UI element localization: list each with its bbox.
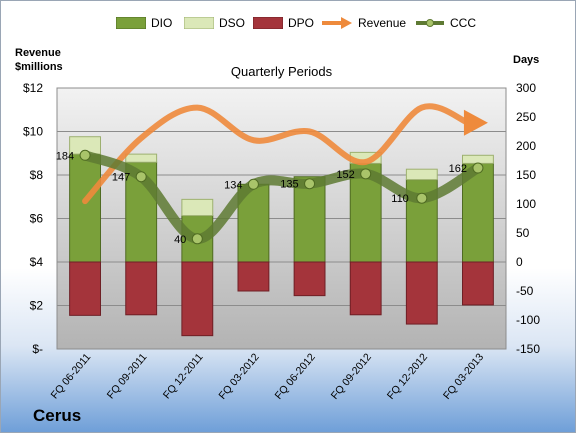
right-tick-label: -50 <box>516 284 534 298</box>
bar-dso <box>125 153 158 163</box>
bar-dpo <box>405 261 438 325</box>
legend-revenue: Revenue <box>321 15 406 31</box>
right-axis-title: Days <box>513 54 540 66</box>
right-tick-label: 100 <box>516 197 536 211</box>
bar-dpo <box>293 261 326 297</box>
ccc-point <box>416 192 428 204</box>
legend-swatch-dso <box>184 17 214 29</box>
company-name: Cerus <box>33 406 82 425</box>
category-label: FQ 09-2012 <box>329 351 374 402</box>
bar-dio <box>293 176 326 263</box>
revenue-line <box>82 103 471 205</box>
legend-ccc: CCC <box>415 15 476 31</box>
ccc-point <box>79 149 91 161</box>
bar-dio <box>69 153 101 263</box>
category-label: FQ 09-2011 <box>105 351 150 401</box>
category-label: FQ 06-2011 <box>49 351 94 401</box>
right-tick-label: 300 <box>516 81 536 95</box>
left-tick-label: $2 <box>30 299 44 313</box>
right-tick-label: -100 <box>516 313 540 327</box>
category-label: FQ 03-2013 <box>441 351 486 402</box>
right-tick-label: 200 <box>516 139 536 153</box>
legend-swatch-revenue <box>322 17 352 29</box>
bar-dpo <box>462 261 494 306</box>
bar-dpo <box>349 261 382 316</box>
ccc-point <box>247 178 259 190</box>
left-tick-label: $- <box>32 342 43 356</box>
right-tick-label: 50 <box>516 226 530 240</box>
category-label: FQ 03-2012 <box>217 351 262 402</box>
ccc-data-label: 152 <box>336 169 354 181</box>
bar-dpo <box>237 261 270 292</box>
ccc-point <box>472 162 484 174</box>
legend-swatch-dpo <box>253 17 283 29</box>
revenue-arrowhead <box>463 109 488 136</box>
ccc-data-label: 184 <box>56 150 74 162</box>
ccc-data-label: 134 <box>224 179 242 191</box>
bar-dso <box>462 154 494 164</box>
ccc-point <box>191 233 203 245</box>
bar-dso <box>405 168 438 181</box>
bar-dpo <box>181 261 214 337</box>
left-tick-label: $10 <box>23 125 43 139</box>
legend-swatch-ccc <box>416 19 444 27</box>
left-tick-label: $6 <box>30 212 44 226</box>
right-tick-label: -150 <box>516 342 540 356</box>
right-tick-label: 0 <box>516 255 523 269</box>
left-tick-label: $12 <box>23 81 43 95</box>
legend-label-ccc: CCC <box>450 16 476 30</box>
bar-dpo <box>125 261 158 316</box>
left-tick-label: $8 <box>30 168 44 182</box>
bar-dso <box>181 198 214 217</box>
legend-dso: DSO <box>184 15 245 31</box>
ccc-point <box>360 168 372 180</box>
category-label: FQ 12-2011 <box>161 351 206 401</box>
left-tick-label: $4 <box>30 255 44 269</box>
left-axis-title: Revenue $millions <box>15 47 63 73</box>
ccc-data-label: 110 <box>391 193 409 205</box>
legend-dio: DIO <box>116 15 172 31</box>
legend-label-dpo: DPO <box>288 16 315 30</box>
legend-swatch-dio <box>116 17 146 29</box>
legend-label-dio: DIO <box>151 16 173 30</box>
legend-dpo: DPO <box>253 15 314 31</box>
legend-label-dso: DSO <box>219 16 246 30</box>
category-label: FQ 12-2012 <box>385 351 430 402</box>
ccc-data-label: 162 <box>449 163 467 175</box>
right-tick-label: 150 <box>516 168 536 182</box>
chart-title: Quarterly Periods <box>231 64 333 79</box>
ccc-data-label: 135 <box>280 179 298 191</box>
category-label: FQ 06-2012 <box>273 351 318 402</box>
ccc-data-label: 40 <box>174 234 186 246</box>
bar-dpo <box>69 261 101 316</box>
ccc-data-label: 147 <box>112 172 130 184</box>
legend-label-revenue: Revenue <box>358 16 407 30</box>
right-tick-label: 250 <box>516 110 536 124</box>
ccc-point <box>304 178 316 190</box>
ccc-point <box>135 171 147 183</box>
